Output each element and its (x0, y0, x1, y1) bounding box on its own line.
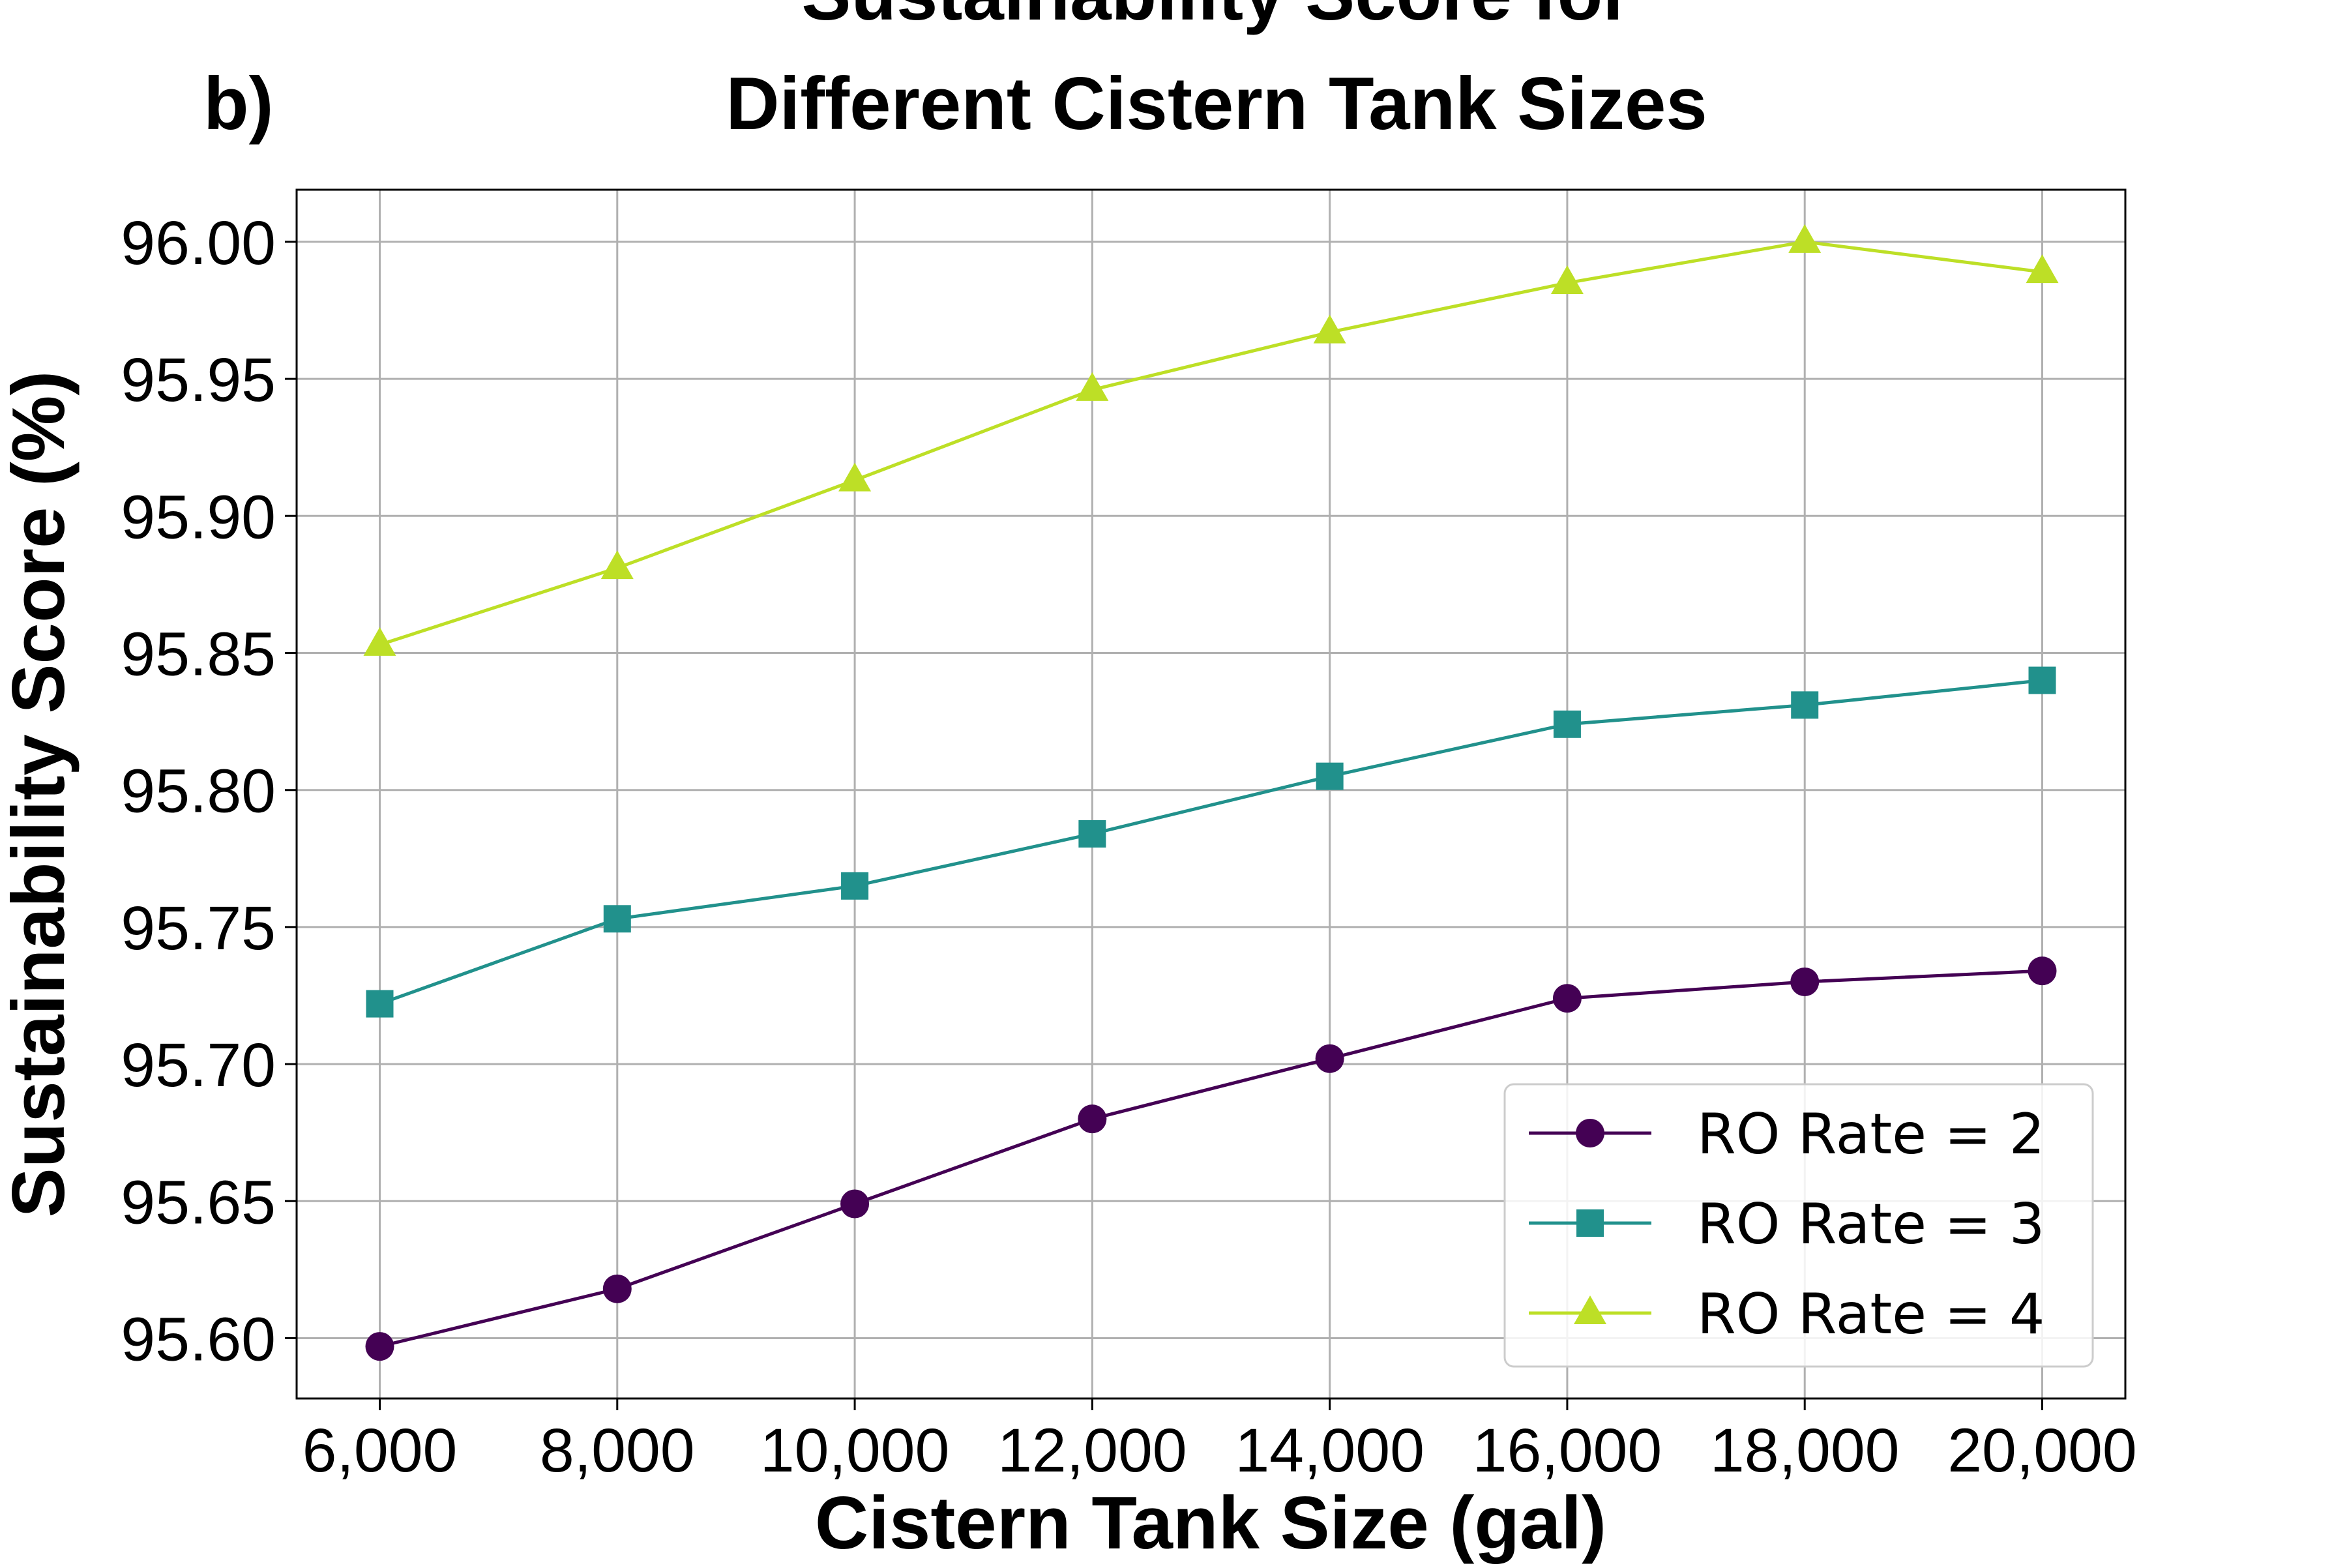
data-point (363, 627, 396, 656)
data-point (838, 462, 872, 492)
legend-label: RO Rate = 2 (1697, 1102, 2044, 1167)
series-2 (366, 666, 2056, 1018)
x-axis-label: Cistern Tank Size (gal) (815, 1482, 1606, 1565)
chart-title-line-1: Sustainability Score for (801, 0, 1631, 36)
plot-area-frame (295, 188, 2127, 1400)
series-line (379, 679, 2043, 1005)
data-point (2028, 666, 2056, 694)
data-point (1316, 762, 1344, 790)
axis-ticks: 6,000 8,000 10,000 12,000 14,000 16,000 18,000… (121, 209, 2137, 1485)
x-tick-label: 20,000 (1947, 1416, 2137, 1485)
x-tick-label: 12,000 (997, 1416, 1187, 1485)
data-point (1315, 1044, 1344, 1073)
data-point (840, 1189, 870, 1219)
x-tick-label: 18,000 (1710, 1416, 1900, 1485)
data-point (1078, 1104, 1107, 1134)
y-tick-label: 95.75 (121, 894, 276, 963)
data-point (1790, 967, 1820, 996)
y-tick-label: 95.85 (121, 619, 276, 688)
data-point (1550, 265, 1584, 294)
data-point (365, 1332, 394, 1361)
series-line (379, 969, 2043, 1348)
data-point (603, 905, 631, 933)
series-line (379, 240, 2043, 647)
y-tick-label: 95.95 (121, 346, 276, 415)
y-tick-label: 95.70 (121, 1031, 276, 1100)
data-point (1552, 984, 1582, 1013)
x-tick-label: 14,000 (1235, 1416, 1424, 1485)
x-tick-label: 6,000 (303, 1416, 458, 1485)
legend-marker (1576, 1119, 1604, 1147)
legend-marker (1576, 1209, 1604, 1237)
series-1 (365, 956, 2057, 1361)
data-point (1788, 224, 1822, 253)
x-tick-label: 16,000 (1473, 1416, 1662, 1485)
data-point (1313, 314, 1346, 344)
x-tick-label: 8,000 (540, 1416, 695, 1485)
data-point (2028, 956, 2057, 986)
legend-label: RO Rate = 4 (1697, 1282, 2044, 1347)
data-point (1553, 710, 1581, 738)
data-point (1076, 372, 1109, 401)
data-point (2026, 254, 2059, 284)
y-axis-label: Sustainability Score (%) (0, 371, 80, 1218)
legend-item: RO Rate = 3 (1529, 1192, 2044, 1257)
legend-item: RO Rate = 4 (1529, 1282, 2044, 1347)
series-layer (363, 224, 2059, 1361)
series-3 (363, 224, 2059, 656)
legend: RO Rate = 2 RO Rate = 3 RO Rate = 4 (1503, 1083, 2094, 1368)
data-point (600, 550, 634, 580)
legend-marker (1574, 1295, 1606, 1324)
y-tick-label: 95.90 (121, 482, 276, 552)
data-point (1791, 691, 1819, 719)
data-point (1078, 820, 1106, 848)
y-tick-label: 95.65 (121, 1168, 276, 1237)
legend-item: RO Rate = 2 (1529, 1102, 2044, 1167)
panel-label: b) (203, 63, 274, 145)
y-tick-label: 95.80 (121, 757, 276, 826)
data-point (602, 1274, 632, 1303)
chart-title-line-2: Different Cistern Tank Sizes (726, 63, 1707, 145)
y-tick-label: 96.00 (121, 209, 276, 278)
legend-box (1503, 1083, 2094, 1368)
legend-label: RO Rate = 3 (1697, 1192, 2044, 1257)
data-point (841, 872, 869, 900)
data-point (366, 990, 394, 1018)
grid (297, 190, 2125, 1398)
x-tick-label: 10,000 (760, 1416, 950, 1485)
y-tick-label: 95.60 (121, 1305, 276, 1374)
